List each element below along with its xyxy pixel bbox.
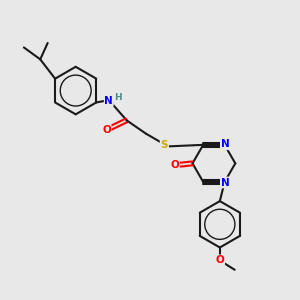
Text: N: N (104, 96, 113, 106)
Text: O: O (102, 125, 111, 135)
Text: O: O (170, 160, 179, 170)
Text: S: S (160, 140, 168, 150)
Text: N: N (221, 178, 230, 188)
Text: N: N (221, 139, 230, 149)
Text: H: H (114, 93, 122, 102)
Text: O: O (215, 255, 224, 265)
